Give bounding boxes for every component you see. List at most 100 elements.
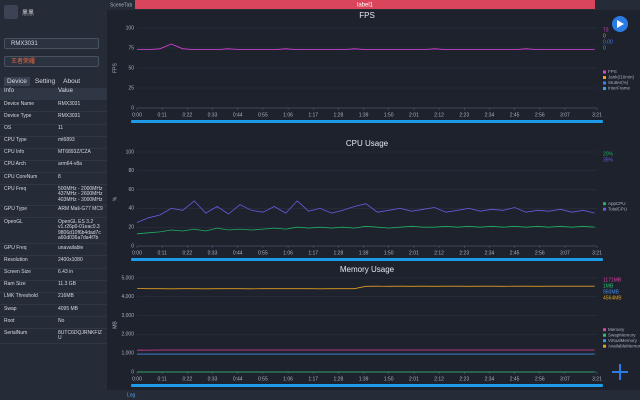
x-tick-label: 2:56 bbox=[535, 112, 545, 118]
x-tick-label: 1:06 bbox=[283, 376, 293, 382]
table-cell: 8UTC6DQJRNKFIZ U bbox=[58, 329, 102, 342]
x-tick-label: 0:22 bbox=[182, 376, 192, 382]
table-row: LMK Threshold 216MB bbox=[0, 293, 107, 306]
table-row: CPU Type mt6893 bbox=[0, 137, 107, 149]
chart-title: CPU Usage bbox=[346, 139, 389, 148]
table-row: Ram Size 11.3 GB bbox=[0, 281, 107, 293]
app-select[interactable]: 王者荣耀 bbox=[4, 56, 99, 67]
label-tab bbox=[135, 0, 595, 9]
table-cell: GPU Freq bbox=[4, 244, 27, 251]
x-tick-label: 0:00 bbox=[132, 376, 142, 382]
y-tick-label: 25 bbox=[128, 85, 134, 91]
table-cell: 11 bbox=[58, 124, 64, 131]
table-cell: Device Name bbox=[4, 100, 35, 107]
legend-swatch bbox=[603, 81, 606, 85]
latest-value: 4564MB bbox=[603, 295, 622, 301]
table-cell: CPU Freq bbox=[4, 185, 27, 192]
legend-swatch bbox=[603, 87, 606, 90]
series-line bbox=[136, 285, 595, 290]
x-tick-label: 1:17 bbox=[308, 112, 318, 118]
legend-swatch bbox=[603, 202, 606, 206]
y-tick-label: 20 bbox=[128, 225, 134, 231]
info-table: Info Value Device Name RMX3031 Device Type RM… bbox=[0, 88, 107, 345]
x-tick-label: 2:12 bbox=[434, 112, 444, 118]
x-tick-label: 0:44 bbox=[233, 250, 243, 256]
label-text: label1 bbox=[357, 3, 374, 9]
x-tick-label: 0:33 bbox=[208, 250, 218, 256]
legend-label: Stutter(%) bbox=[608, 80, 629, 85]
device-select[interactable]: RMX3031 bbox=[4, 38, 99, 49]
table-row: GPU Freq unavailable bbox=[0, 244, 107, 257]
header-cell: Value bbox=[58, 88, 73, 95]
table-row: OS 11 bbox=[0, 125, 107, 137]
table-row: SerialNum 8UTC6DQJRNKFIZ U bbox=[0, 329, 107, 345]
legend-label: InterFrame bbox=[608, 86, 631, 91]
table-cell: Device Type bbox=[4, 112, 32, 119]
chart-title: FPS bbox=[359, 11, 375, 20]
x-tick-label: 1:28 bbox=[334, 250, 344, 256]
y-tick-label: 3,000 bbox=[121, 313, 134, 319]
latest-value: 73 bbox=[603, 27, 609, 33]
x-tick-label: 1:39 bbox=[359, 376, 369, 382]
x-tick-label: 0:33 bbox=[208, 376, 218, 382]
table-row: Screen Size 6.43 in bbox=[0, 269, 107, 281]
table-cell: CPU Type bbox=[4, 137, 27, 144]
x-tick-label: 1:50 bbox=[384, 376, 394, 382]
table-cell: RMX3031 bbox=[58, 100, 81, 107]
x-tick-label: 2:01 bbox=[409, 250, 419, 256]
x-tick-label: 1:39 bbox=[359, 112, 369, 118]
table-cell: Root bbox=[4, 317, 15, 324]
legend-label: SwapMemory bbox=[608, 332, 636, 337]
table-row: Root No bbox=[0, 317, 107, 330]
tabs: Device Setting About bbox=[4, 77, 83, 86]
table-cell: SerialNum bbox=[4, 329, 28, 336]
table-cell: LMK Threshold bbox=[4, 293, 38, 300]
table-cell: 216MB bbox=[58, 293, 74, 300]
tab[interactable]: Device bbox=[4, 77, 30, 86]
table-row: CPU Arch arm64-v8a bbox=[0, 161, 107, 174]
x-tick-label: 0:00 bbox=[132, 112, 142, 118]
x-tick-label: 1:17 bbox=[308, 250, 318, 256]
table-cell: unavailable bbox=[58, 244, 84, 251]
x-tick-label: 3:21 bbox=[592, 376, 602, 382]
x-tick-label: 1:06 bbox=[283, 112, 293, 118]
x-tick-label: 3:07 bbox=[560, 376, 570, 382]
y-tick-label: 0 bbox=[131, 369, 134, 375]
table-row: CPU CoreNum 8 bbox=[0, 173, 107, 186]
table-row: Swap 4095 MB bbox=[0, 305, 107, 318]
x-tick-label: 2:34 bbox=[485, 112, 495, 118]
add-button bbox=[612, 364, 628, 380]
legend-label: FPS bbox=[608, 69, 617, 74]
table-cell: 500MHz - 2000MHz 437MHz - 2600MHz 403MHz… bbox=[58, 185, 103, 203]
legend-swatch bbox=[603, 70, 606, 74]
table-cell: Ram Size bbox=[4, 281, 26, 288]
app-name: 王者荣耀 bbox=[11, 59, 36, 65]
latest-value: 1MB bbox=[603, 283, 614, 289]
user-name[interactable]: 黑黑 bbox=[22, 11, 35, 17]
y-tick-label: 75 bbox=[128, 45, 134, 51]
x-tick-label: 0:11 bbox=[157, 376, 167, 382]
x-tick-label: 2:23 bbox=[459, 376, 469, 382]
x-tick-label: 1:28 bbox=[334, 112, 344, 118]
table-cell: GPU Type bbox=[4, 206, 27, 213]
x-tick-label: 2:45 bbox=[510, 250, 520, 256]
y-tick-label: 100 bbox=[126, 149, 135, 155]
table-cell: Screen Size bbox=[4, 269, 31, 275]
table-cell: 2400x1080 bbox=[58, 256, 83, 263]
legend-swatch bbox=[603, 333, 606, 337]
x-tick-label: 1:50 bbox=[384, 112, 394, 118]
device-name: RMX3031 bbox=[11, 41, 38, 47]
x-tick-label: 0:44 bbox=[233, 112, 243, 118]
tab[interactable]: About bbox=[63, 78, 81, 85]
table-row: Device Name RMX3031 bbox=[0, 100, 107, 113]
x-tick-label: 0:22 bbox=[182, 250, 192, 256]
y-tick-label: 5,000 bbox=[121, 275, 134, 281]
latest-value: 0 bbox=[603, 45, 606, 51]
latest-value: 35% bbox=[603, 157, 614, 163]
table-row: CPU Freq 500MHz - 2000MHz 437MHz - 2600MH… bbox=[0, 185, 107, 206]
tab[interactable]: Setting bbox=[34, 78, 56, 85]
legend-swatch bbox=[603, 328, 606, 332]
table-cell: CPU CoreNum bbox=[4, 173, 38, 180]
table-cell: CPU Info bbox=[4, 149, 25, 156]
